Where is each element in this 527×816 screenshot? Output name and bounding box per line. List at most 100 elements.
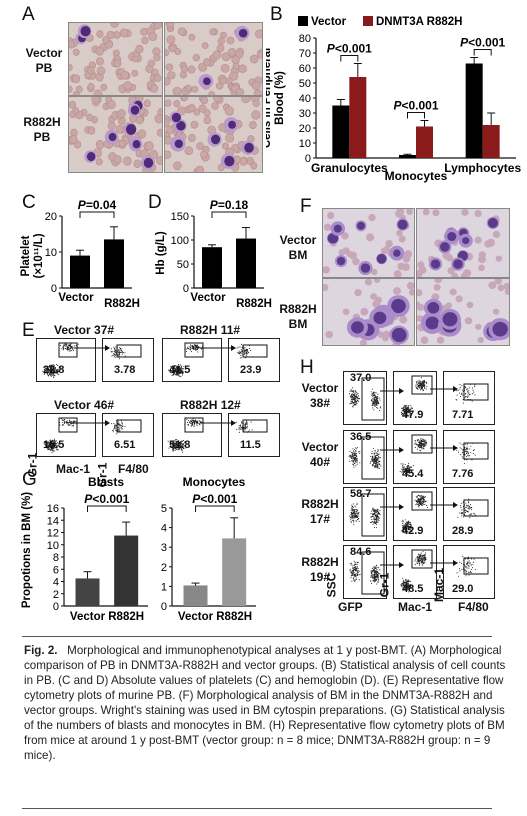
micrograph-r882h-pb-2	[164, 96, 263, 173]
panel-d-ylabel: Hb (g/L)	[155, 231, 167, 275]
panel-b-ytick-label: 30	[299, 108, 311, 120]
panel-g-monocytes-bar-r882h	[222, 538, 247, 606]
panel-b-ytick-label: 0	[305, 153, 311, 165]
facs-h-gate-arrow-b-3	[430, 560, 458, 566]
facs-e-value-gr1-1: 41.5	[169, 364, 191, 376]
bar-lymphocytes-vector	[465, 63, 483, 158]
facs-h-gate-arrow-a-0	[380, 388, 404, 394]
panel-g-monocytes-ytick-label: 5	[161, 503, 167, 515]
caption-rule-bottom	[22, 808, 492, 809]
panel-g-blasts-ytick-label: 6	[53, 564, 59, 576]
panel-g-monocytes-ytick-label: 1	[161, 581, 167, 593]
panel-d-xtick-vector: Vector	[190, 292, 226, 304]
panel-g-monocytes-sig-bracket	[195, 505, 235, 512]
facs-e-value-f480-2: 6.51	[114, 439, 136, 451]
panel-e-axis-mac1: Mac-1	[56, 462, 91, 476]
facs-h-gate-arrow-b-0	[430, 386, 458, 392]
facs-h-mac1-f480-2	[443, 487, 495, 541]
bar-monocytes-r882h	[416, 126, 433, 158]
panel-b-sig-bracket	[340, 55, 359, 62]
panel-g-blasts-sig-label: P<0.001	[84, 492, 129, 506]
panel-g-blasts-ytick-label: 16	[47, 503, 59, 515]
panel-g-blasts-xtick-r882h: R882H	[108, 611, 144, 623]
panel-d-ytick-label: 0	[183, 283, 189, 295]
panel-e-sample-title-0: Vector 37#	[54, 323, 115, 337]
panel-e-sample-title-1: R882H 11#	[180, 323, 241, 337]
facs-e-value-f480-3: 11.5	[240, 439, 261, 451]
panel-b-ylabel: Cells in PeripheralBlood (%)	[266, 48, 286, 148]
panel-b-xtick-granulocytes: Granulocytes	[311, 161, 388, 175]
panel-c-letter: C	[22, 192, 36, 213]
facs-e-gate-arrow-0	[74, 345, 110, 351]
panel-g-blasts-ytick-label: 12	[47, 528, 59, 540]
caption-text: Morphological and immunophenotypical ana…	[24, 644, 506, 762]
facs-e-value-gr1-0: 22.8	[43, 364, 65, 376]
panel-b-ytick-label: 60	[299, 63, 311, 75]
panel-d-ytick-label: 150	[171, 211, 189, 223]
panel-b-sig-label: P<0.001	[460, 36, 505, 50]
figure-caption: Fig. 2. Morphological and immunophenotyp…	[24, 643, 508, 763]
facs-h-gate-arrow-b-1	[430, 445, 458, 451]
facs-e-gate-arrow-2	[74, 420, 110, 426]
panel-b-sig-label: P<0.001	[393, 99, 438, 113]
facs-e-gr1-f480-0	[102, 338, 154, 382]
panel-b-ytick-label: 50	[299, 78, 311, 90]
panel-a-row-label-vector: Vector PB	[25, 46, 63, 75]
panel-g-monocytes-bar-vector	[183, 585, 208, 606]
facs-h-gr1-mac1-3	[393, 545, 437, 599]
caption-rule-top	[22, 636, 492, 637]
panel-c-ytick-label: 20	[45, 211, 57, 223]
panel-g-monocytes-ytick-label: 0	[161, 601, 167, 613]
micrograph-vector-bm-1	[322, 208, 415, 278]
panel-g-blasts-title: Blasts	[88, 475, 124, 489]
panel-b-ytick-label: 80	[299, 33, 311, 45]
panel-c-ylabel: Platelet(×10¹¹/L)	[20, 233, 45, 278]
panel-e-letter: E	[22, 320, 35, 341]
panel-c-ytick-label: 0	[51, 283, 57, 295]
facs-h-value-gfp-0: 37.0	[350, 372, 372, 384]
panel-h-row-label-3: R882H 19#	[301, 555, 339, 584]
panel-g-blasts-ytick-label: 8	[53, 552, 59, 564]
panel-b-sig-bracket	[407, 112, 425, 119]
panel-h-row-label-2: R882H 17#	[301, 497, 339, 526]
facs-h-gate-arrow-a-1	[380, 447, 404, 453]
facs-h-ssc-gfp-0	[343, 371, 387, 425]
panel-b-letter: B	[270, 4, 283, 25]
panel-b-xtick-lymphocytes: Lymphocytes	[444, 161, 521, 175]
panel-h-letter: H	[300, 357, 314, 378]
panel-g-letter: G	[22, 469, 37, 490]
panel-e-sample-title-2: Vector 46#	[54, 398, 115, 412]
facs-e-gr1-f480-3	[228, 413, 280, 457]
bar-granulocytes-r882h	[349, 77, 367, 158]
panel-d-xtick-r882h: R882H	[236, 298, 272, 310]
panel-h-axis-mac1-y: Mac-1	[432, 567, 447, 603]
panel-f-letter: F	[300, 196, 312, 217]
panel-g-monocytes-xtick-vector: Vector	[178, 611, 214, 623]
panel-b-ytick-label: 10	[299, 138, 311, 150]
panel-g-blasts-bar-vector	[75, 578, 100, 606]
facs-e-value-f480-1: 23.9	[240, 364, 262, 376]
facs-h-gate-arrow-a-2	[380, 504, 404, 510]
panel-e-axis-f480: F4/80	[118, 462, 149, 476]
panel-c-ytick-label: 10	[45, 247, 57, 259]
panel-c-bar-r882h	[104, 239, 124, 288]
facs-e-gr1-mac1-1	[162, 338, 222, 382]
panel-h-axis-gr1: Gr-1	[377, 572, 392, 598]
panel-a-row-label-r882h: R882H PB	[23, 115, 61, 144]
panel-g-monocytes-ytick-label: 2	[161, 562, 167, 574]
panel-d-bar-r882h	[236, 238, 256, 288]
legend-swatch-vector	[298, 16, 308, 26]
panel-g-blasts-ytick-label: 0	[53, 601, 59, 613]
legend-label-vector: Vector	[311, 16, 347, 28]
panel-g-blasts-ytick-label: 2	[53, 589, 59, 601]
facs-e-gate-arrow-3	[200, 420, 236, 426]
facs-h-ssc-gfp-3	[343, 545, 387, 599]
panel-g-monocytes-xtick-r882h: R882H	[216, 611, 252, 623]
facs-h-value-f480-3: 29.0	[452, 583, 474, 595]
facs-h-mac1-f480-3	[443, 545, 495, 599]
panel-g-monocytes-sig-label: P<0.001	[192, 492, 237, 506]
panel-b-ytick-label: 70	[299, 48, 311, 60]
panel-d-sig-label: P=0.18	[210, 198, 249, 212]
facs-e-gr1-mac1-2	[36, 413, 96, 457]
panel-g-blasts-sig-bracket	[87, 505, 127, 512]
